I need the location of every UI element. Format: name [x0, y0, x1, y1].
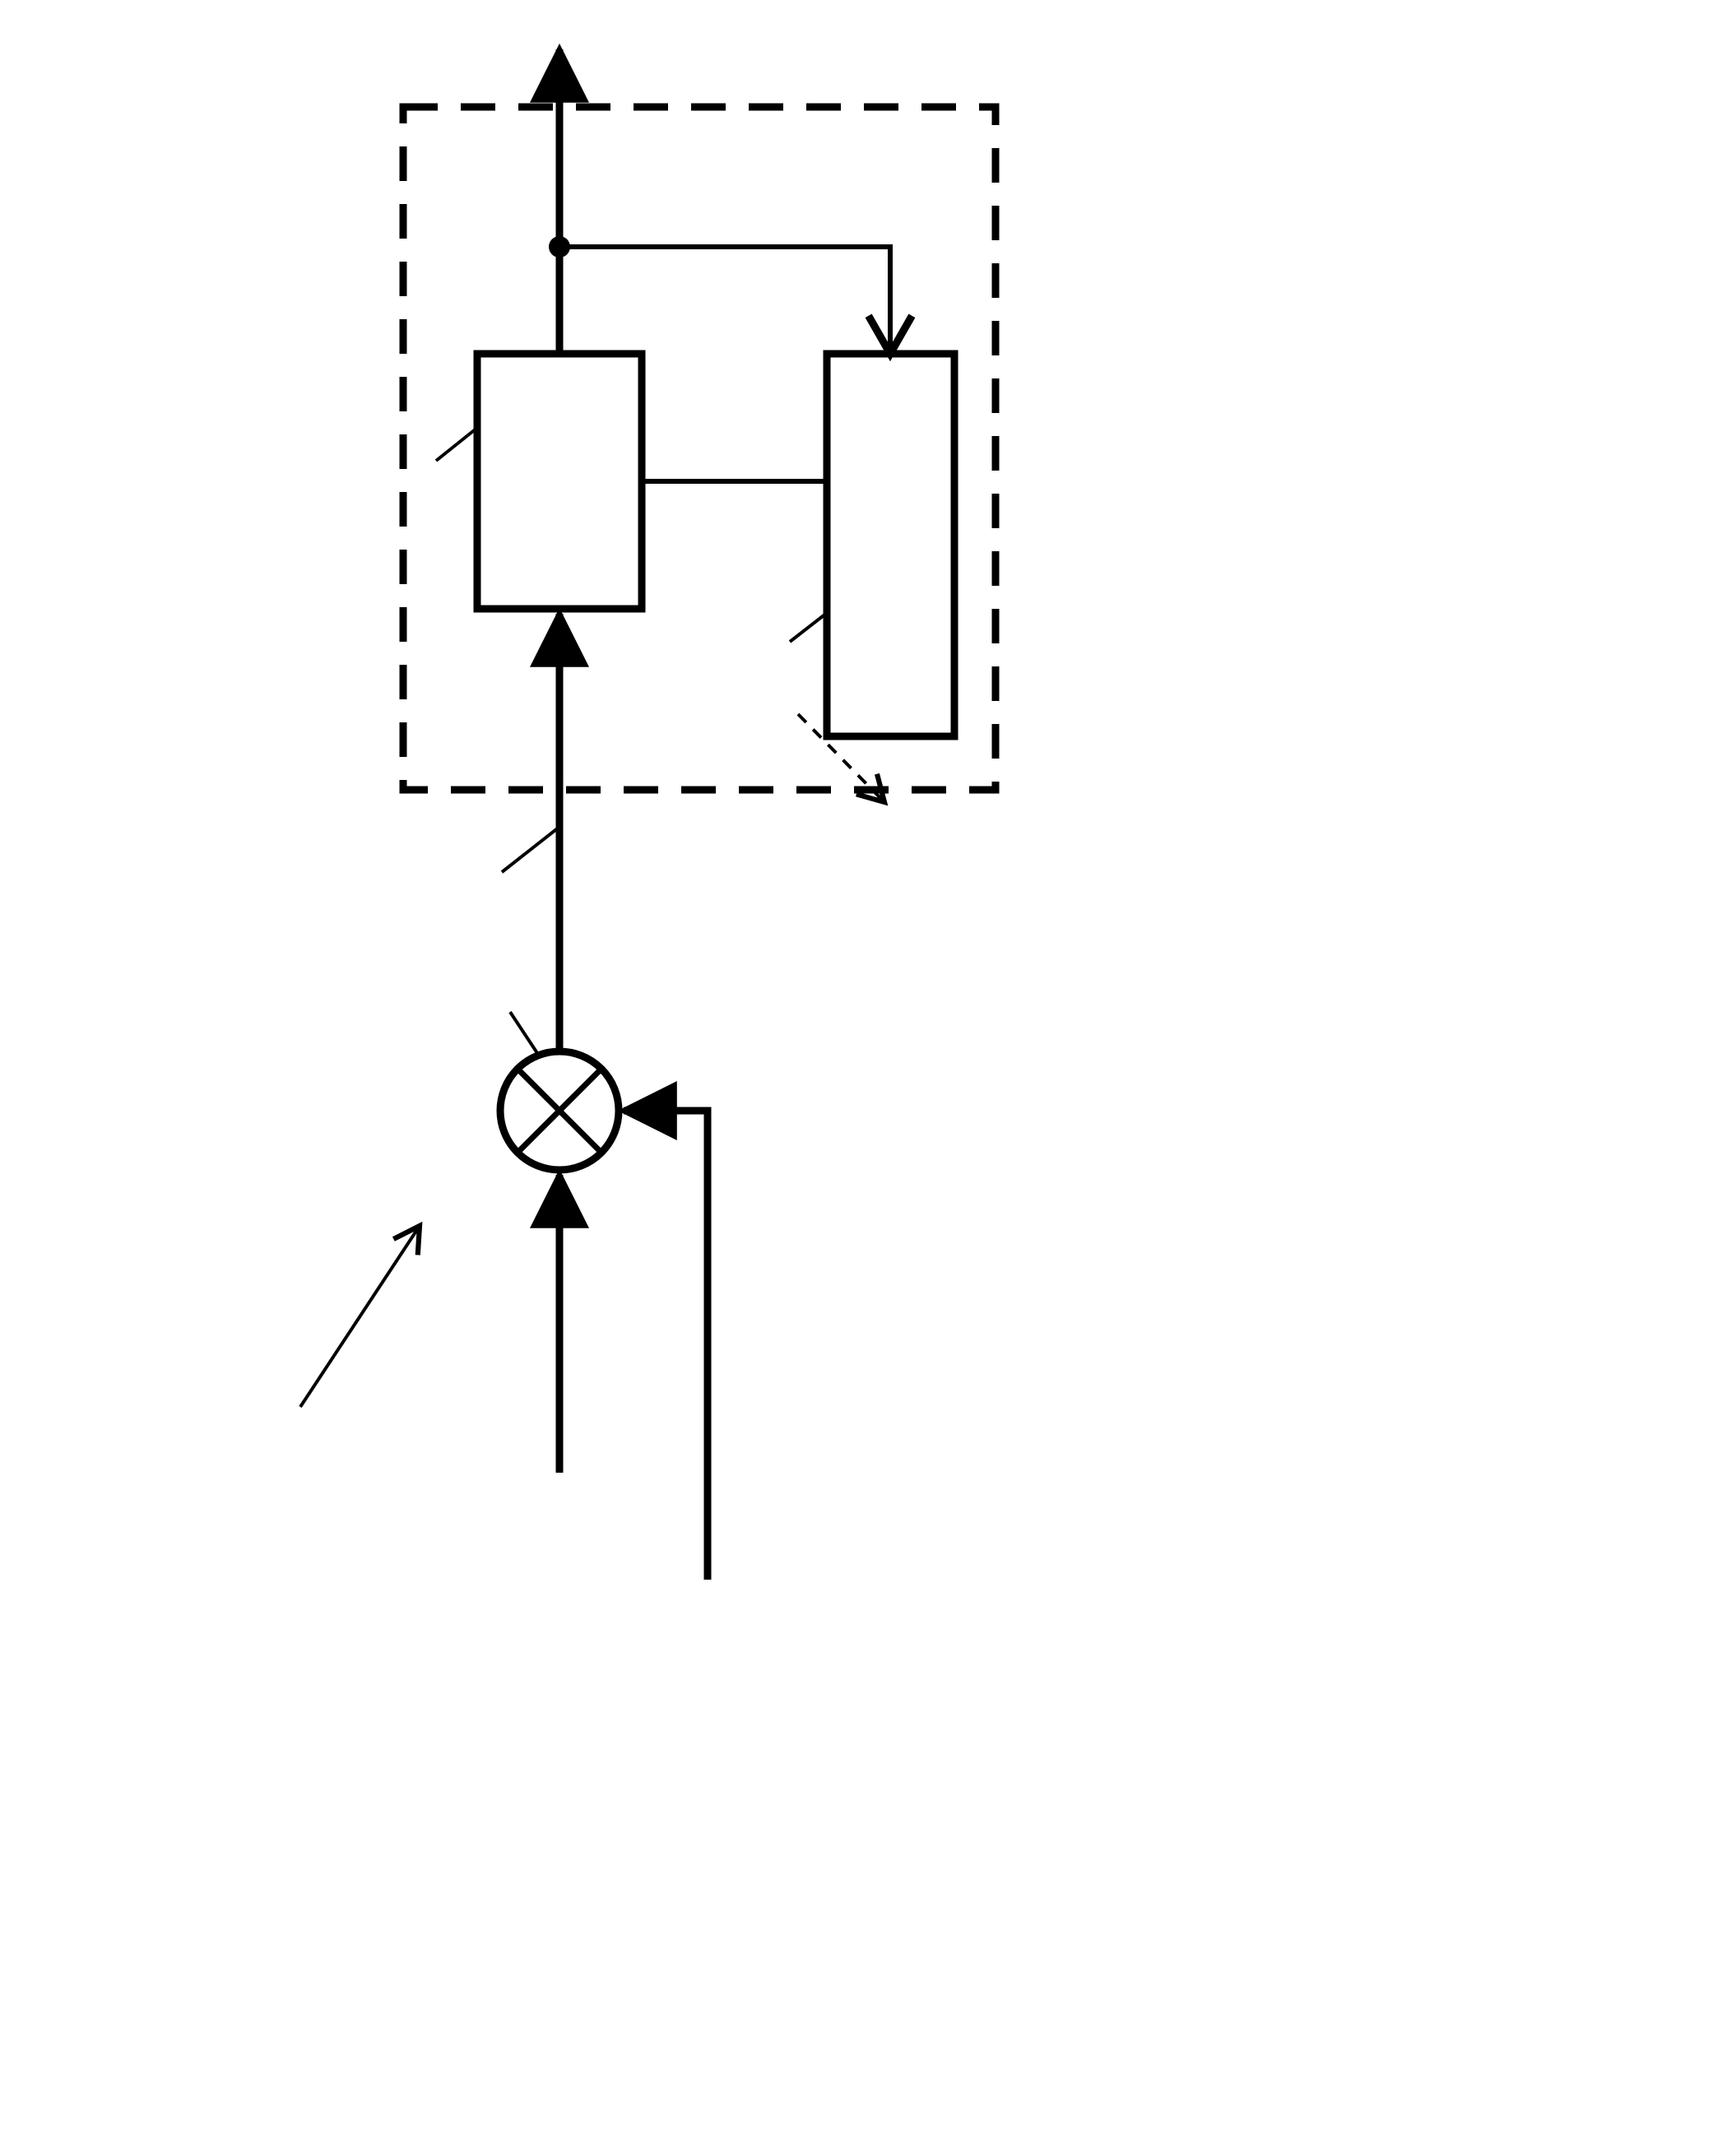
integrator-block-208 — [827, 354, 954, 736]
summing-junction-200 — [500, 1051, 619, 1170]
diagram-canvas: FIG. 2 Idcr_limit Idcr Idcc_ref PI reset… — [0, 0, 1736, 2135]
pi-block-206 — [477, 354, 642, 609]
diagram-svg-main — [0, 0, 1736, 2135]
